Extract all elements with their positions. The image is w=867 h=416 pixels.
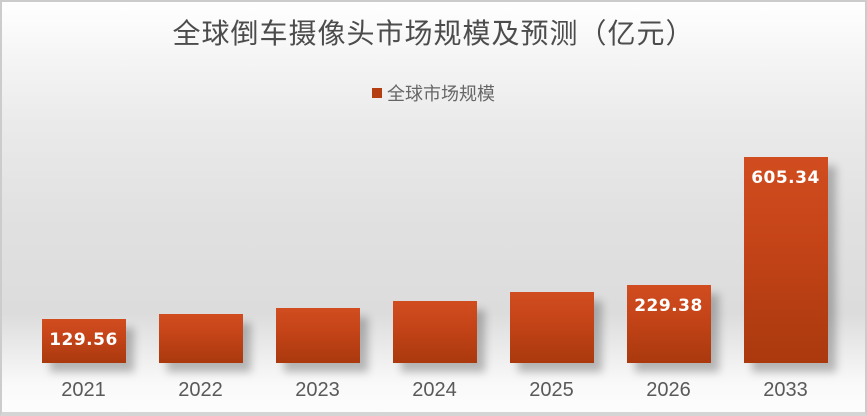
x-axis-label: 2021: [61, 379, 106, 401]
bar-slot-2021: 129.56 2021: [25, 142, 142, 401]
chart-title: 全球倒车摄像头市场规模及预测（亿元）: [172, 19, 695, 50]
bar-2022: [158, 314, 243, 363]
bar-value-label: 605.34: [751, 168, 820, 188]
bar-slot-2022: 2022: [142, 142, 259, 401]
legend-series-label: 全球市场规模: [387, 84, 495, 104]
x-axis-label: 2023: [295, 379, 340, 401]
bar-slot-2024: 2024: [376, 142, 493, 401]
bar-slot-2023: 2023: [259, 142, 376, 401]
bar-slot-2025: 2025: [493, 142, 610, 401]
legend: 全球市场规模: [2, 80, 865, 106]
x-axis-label: 2033: [763, 379, 808, 401]
bar-2025: [509, 292, 594, 363]
bar-value-label: 129.56: [49, 330, 118, 350]
bar-value-label: 229.38: [634, 296, 703, 316]
legend-swatch-icon: [372, 88, 382, 98]
x-axis-label: 2025: [529, 379, 574, 401]
plot-area: 129.56 2021 2022 2023 2024 2025 229.38 2026 605.…: [25, 142, 844, 401]
x-axis-label: 2022: [178, 379, 223, 401]
bar-2026: 229.38: [626, 285, 711, 363]
x-axis-label: 2026: [646, 379, 691, 401]
bar-slot-2033: 605.34 2033: [727, 142, 844, 401]
bar-2024: [392, 301, 477, 363]
x-axis-label: 2024: [412, 379, 457, 401]
bar-2023: [275, 308, 360, 363]
bar-2021: 129.56: [41, 319, 126, 363]
bar-2033: 605.34: [743, 157, 828, 363]
bar-slot-2026: 229.38 2026: [610, 142, 727, 401]
